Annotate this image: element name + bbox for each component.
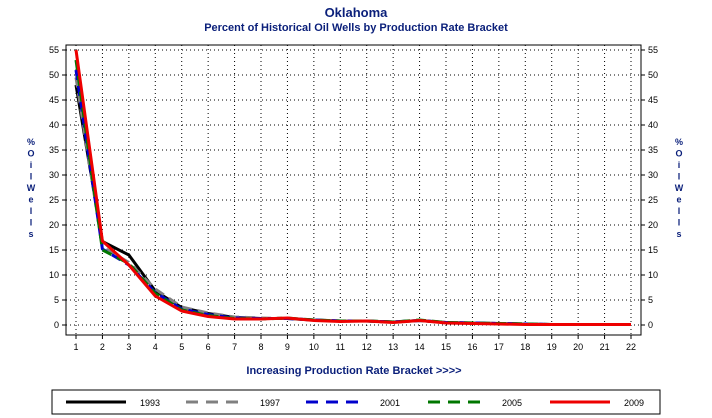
x-tick-label: 9 — [285, 342, 290, 352]
x-tick-label: 15 — [441, 342, 451, 352]
y-axis-label-right-char: % — [675, 137, 683, 147]
y-axis-label-right-char: e — [676, 195, 681, 205]
y-tick-label-left: 35 — [49, 145, 59, 155]
legend-label-2001: 2001 — [380, 398, 400, 408]
y-axis-label-right-char: l — [678, 218, 681, 228]
y-tick-label-right: 35 — [648, 145, 658, 155]
y-tick-label-left: 0 — [54, 320, 59, 330]
grid — [66, 45, 641, 335]
ticks: 1 2 3 4 5 6 7 8 9 10 11 12 13 14 15 16 17 18 19 20 21 220 05 51… — [49, 45, 658, 352]
y-tick-label-right: 55 — [648, 45, 658, 55]
y-tick-label-right: 40 — [648, 120, 658, 130]
x-tick-label: 16 — [467, 342, 477, 352]
y-axis-label-right-char: W — [675, 183, 684, 193]
x-tick-label: 2 — [100, 342, 105, 352]
y-axis-label-right-char: i — [678, 160, 681, 170]
y-tick-label-left: 40 — [49, 120, 59, 130]
plot-frame — [65, 44, 642, 336]
y-tick-label-right: 5 — [648, 295, 653, 305]
x-tick-label: 13 — [388, 342, 398, 352]
y-axis-label-left-char: s — [28, 229, 33, 239]
legend: 1993 1997 2001 2005 2009 — [66, 398, 644, 408]
y-tick-label-left: 25 — [49, 195, 59, 205]
x-tick-label: 17 — [494, 342, 504, 352]
y-axis-label-left-char: e — [28, 195, 33, 205]
series-line-1997 — [74, 77, 631, 326]
series-lines — [74, 49, 631, 326]
x-tick-label: 6 — [206, 342, 211, 352]
x-axis-label: Increasing Production Rate Bracket >>>> — [246, 365, 461, 377]
y-axis-labels: % %O Oi il lW We el ll ls s — [27, 137, 684, 239]
y-axis-label-right-char: l — [678, 206, 681, 216]
x-tick-label: 8 — [258, 342, 263, 352]
series-line-2009 — [74, 49, 631, 326]
y-tick-label-left: 10 — [49, 270, 59, 280]
x-tick-label: 3 — [126, 342, 131, 352]
y-axis-label-right-char: s — [676, 229, 681, 239]
y-tick-label-right: 25 — [648, 195, 658, 205]
series-line-2005 — [74, 59, 631, 326]
y-axis-label-right-char: O — [675, 149, 682, 159]
y-axis-label-left-char: O — [27, 149, 34, 159]
x-tick-label: 1 — [73, 342, 78, 352]
x-tick-label: 10 — [309, 342, 319, 352]
x-tick-label: 11 — [336, 342, 345, 352]
legend-label-1997: 1997 — [260, 398, 280, 408]
y-tick-label-right: 50 — [648, 70, 658, 80]
chart-title: Oklahoma — [325, 5, 389, 20]
legend-label-1993: 1993 — [140, 398, 160, 408]
legend-label-2009: 2009 — [624, 398, 644, 408]
y-tick-label-left: 15 — [49, 245, 59, 255]
y-axis-label-left-char: i — [30, 160, 33, 170]
y-tick-label-left: 20 — [49, 220, 59, 230]
y-tick-label-left: 30 — [49, 170, 59, 180]
x-tick-label: 5 — [179, 342, 184, 352]
y-tick-label-left: 45 — [49, 95, 59, 105]
y-axis-label-left-char: l — [30, 172, 33, 182]
y-axis-label-left-char: % — [27, 137, 35, 147]
x-tick-label: 21 — [600, 342, 610, 352]
y-axis-label-right-char: l — [678, 172, 681, 182]
y-tick-label-left: 50 — [49, 70, 59, 80]
chart-subtitle: Percent of Historical Oil Wells by Produ… — [204, 22, 508, 34]
y-tick-label-left: 55 — [49, 45, 59, 55]
y-tick-label-right: 15 — [648, 245, 658, 255]
x-tick-label: 14 — [415, 342, 425, 352]
y-axis-label-left-char: l — [30, 218, 33, 228]
x-tick-label: 12 — [362, 342, 372, 352]
y-tick-label-right: 20 — [648, 220, 658, 230]
y-axis-label-left-char: l — [30, 206, 33, 216]
series-line-2001 — [74, 69, 631, 326]
x-tick-label: 19 — [547, 342, 557, 352]
y-tick-label-left: 5 — [54, 295, 59, 305]
y-tick-label-right: 45 — [648, 95, 658, 105]
x-tick-label: 20 — [573, 342, 583, 352]
series-line-1993 — [74, 84, 631, 326]
y-tick-label-right: 30 — [648, 170, 658, 180]
x-tick-label: 4 — [153, 342, 158, 352]
y-axis-label-left-char: W — [27, 183, 36, 193]
x-tick-label: 18 — [520, 342, 530, 352]
x-tick-label: 22 — [626, 342, 636, 352]
y-tick-label-right: 10 — [648, 270, 658, 280]
x-tick-label: 7 — [232, 342, 237, 352]
y-tick-label-right: 0 — [648, 320, 653, 330]
legend-label-2005: 2005 — [502, 398, 522, 408]
